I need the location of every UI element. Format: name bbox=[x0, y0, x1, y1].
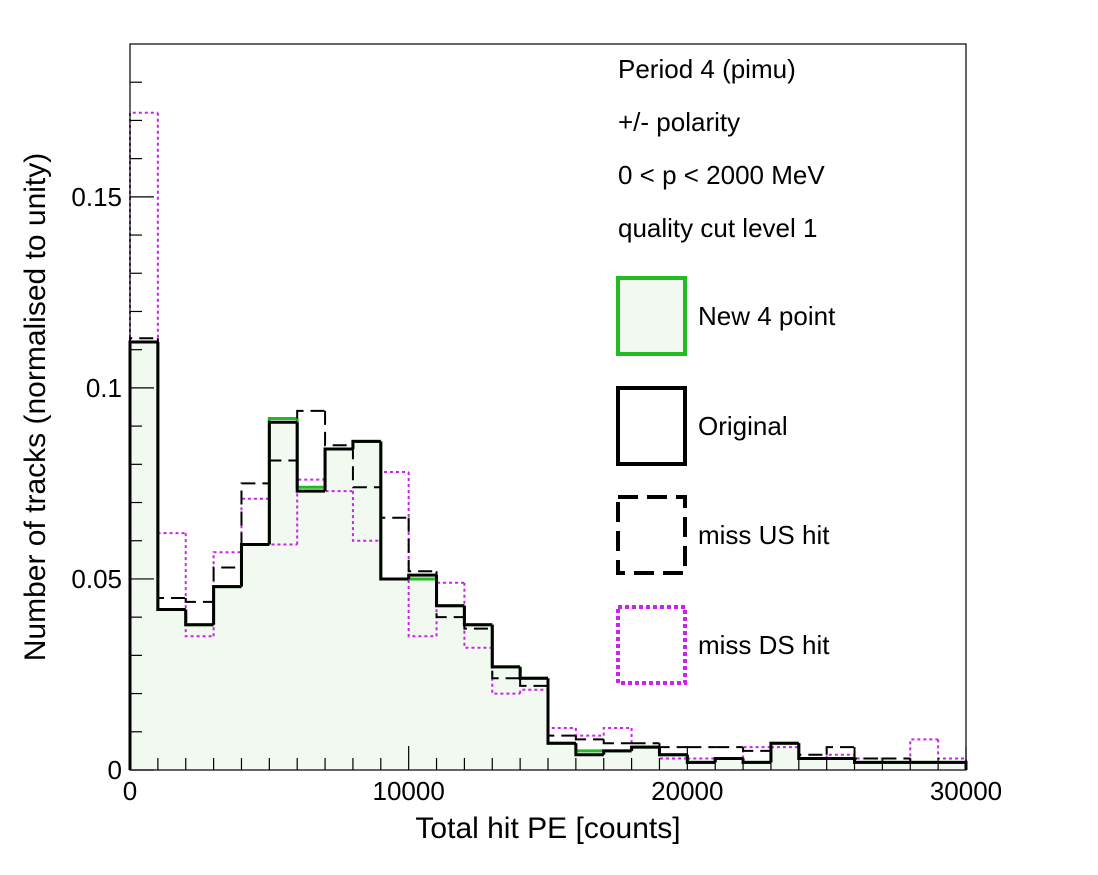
bin-s3-24 bbox=[797, 747, 827, 760]
bin-s0-2 bbox=[184, 609, 214, 627]
bin-s0-9 bbox=[379, 441, 409, 581]
annotations: Period 4 (pimu) +/- polarity 0 < p < 2000 … bbox=[618, 54, 825, 243]
bin-s0-13 bbox=[490, 624, 521, 669]
bin-s2-2 bbox=[184, 598, 214, 603]
bin-s1-5 bbox=[267, 420, 298, 545]
bin-s0-15 bbox=[546, 678, 576, 745]
legend-swatch bbox=[616, 605, 687, 685]
legend-entry-3: miss DS hit bbox=[616, 605, 830, 685]
bin-s2-26 bbox=[853, 747, 883, 760]
bin-s2-22 bbox=[742, 747, 771, 752]
bin-s1-12 bbox=[462, 605, 493, 627]
legend-entry-1: Original bbox=[616, 386, 788, 466]
bin-s1-22 bbox=[741, 758, 771, 764]
bin-s0-6 bbox=[295, 418, 326, 489]
bin-s2-10 bbox=[407, 517, 437, 573]
legend-label: miss US hit bbox=[698, 520, 830, 550]
bin-s3-3 bbox=[212, 551, 242, 637]
bin-s1-6 bbox=[295, 422, 326, 493]
legend-swatch bbox=[616, 386, 687, 466]
legend-swatch bbox=[616, 495, 687, 575]
bin-s3-28 bbox=[909, 738, 939, 763]
bin-s3-19 bbox=[658, 747, 688, 760]
bin-s2-25 bbox=[825, 746, 855, 755]
bin-s1-18 bbox=[630, 745, 660, 751]
legend-label: New 4 point bbox=[698, 301, 836, 331]
bin-s2-24 bbox=[797, 743, 827, 756]
bin-s1-9 bbox=[379, 441, 409, 581]
bin-s1-24 bbox=[797, 743, 827, 761]
bin-s2-8 bbox=[351, 445, 381, 489]
bin-s1-8 bbox=[351, 439, 381, 450]
annotation-text: +/- polarity bbox=[618, 107, 740, 137]
axis-ticks: 0 10000 20000 30000 0 0.05 0.1 0.15 bbox=[71, 81, 1002, 806]
bin-s3-1 bbox=[156, 112, 186, 535]
bin-s1-15 bbox=[546, 678, 576, 745]
bin-s3-7 bbox=[324, 479, 353, 493]
bin-s0-16 bbox=[574, 743, 604, 753]
bin-s0-24 bbox=[797, 743, 827, 761]
legend-label: miss DS hit bbox=[698, 630, 830, 660]
bin-s3-15 bbox=[547, 689, 576, 729]
annotation-text: quality cut level 1 bbox=[618, 213, 817, 243]
y-tick-label: 0.15 bbox=[71, 182, 122, 212]
legend-label: Original bbox=[698, 411, 788, 441]
bin-s2-19 bbox=[658, 743, 688, 749]
legend: New 4 point Original miss US hit miss DS hi… bbox=[616, 276, 836, 685]
bin-s1-10 bbox=[407, 573, 437, 579]
bin-s2-4 bbox=[240, 482, 270, 568]
bin-s1-19 bbox=[657, 747, 688, 757]
bin-s3-22 bbox=[742, 746, 771, 759]
bin-s2-17 bbox=[602, 739, 632, 745]
bin-s1-16 bbox=[574, 743, 604, 757]
x-tick-label: 0 bbox=[123, 776, 137, 806]
bin-s2-6 bbox=[296, 409, 326, 461]
bin-s1-1 bbox=[156, 342, 186, 612]
legend-entry-2: miss US hit bbox=[616, 495, 830, 575]
bin-s1-17 bbox=[602, 749, 632, 755]
y-tick-label: 0.1 bbox=[86, 373, 122, 403]
bin-s1-3 bbox=[212, 585, 242, 625]
bin-s1-2 bbox=[184, 609, 214, 627]
bin-s1-11 bbox=[435, 575, 465, 608]
legend-entry-0: New 4 point bbox=[616, 276, 836, 356]
x-tick-label: 30000 bbox=[930, 776, 1002, 806]
annotation-text: Period 4 (pimu) bbox=[618, 54, 796, 84]
bin-s3-8 bbox=[351, 491, 381, 542]
bin-s3-11 bbox=[435, 581, 465, 637]
bin-s2-14 bbox=[519, 678, 548, 687]
bin-s2-1 bbox=[156, 338, 186, 600]
x-tick-label: 20000 bbox=[651, 776, 723, 806]
bin-s2-9 bbox=[379, 487, 409, 519]
bin-s3-17 bbox=[602, 726, 632, 736]
bin-s2-16 bbox=[574, 735, 604, 741]
x-axis-label: Total hit PE [counts] bbox=[415, 812, 680, 845]
legend-swatch bbox=[616, 276, 687, 356]
bin-s3-14 bbox=[519, 688, 548, 694]
bin-s1-14 bbox=[518, 666, 548, 680]
bin-s1-7 bbox=[323, 447, 353, 492]
bin-s0-12 bbox=[462, 605, 493, 627]
bin-s0-14 bbox=[518, 666, 548, 680]
bin-s2-7 bbox=[324, 410, 353, 447]
y-tick-label: 0 bbox=[108, 755, 122, 785]
y-axis-label: Number of tracks (normalised to unity) bbox=[19, 153, 52, 662]
bin-s3-4 bbox=[240, 497, 270, 553]
bin-s1-23 bbox=[769, 741, 799, 763]
bin-s3-9 bbox=[379, 470, 409, 541]
bin-s3-2 bbox=[184, 533, 214, 638]
bin-s2-13 bbox=[491, 628, 521, 680]
histogram-layer bbox=[128, 111, 968, 770]
bin-s1-13 bbox=[490, 624, 521, 669]
bin-s0-1 bbox=[156, 342, 186, 612]
bin-s2-11 bbox=[435, 571, 465, 619]
x-tick-label: 10000 bbox=[373, 776, 445, 806]
annotation-text: 0 < p < 2000 MeV bbox=[618, 160, 825, 190]
bin-s1-4 bbox=[239, 543, 270, 587]
y-tick-label: 0.05 bbox=[71, 564, 122, 594]
bin-s3-16 bbox=[574, 727, 604, 737]
